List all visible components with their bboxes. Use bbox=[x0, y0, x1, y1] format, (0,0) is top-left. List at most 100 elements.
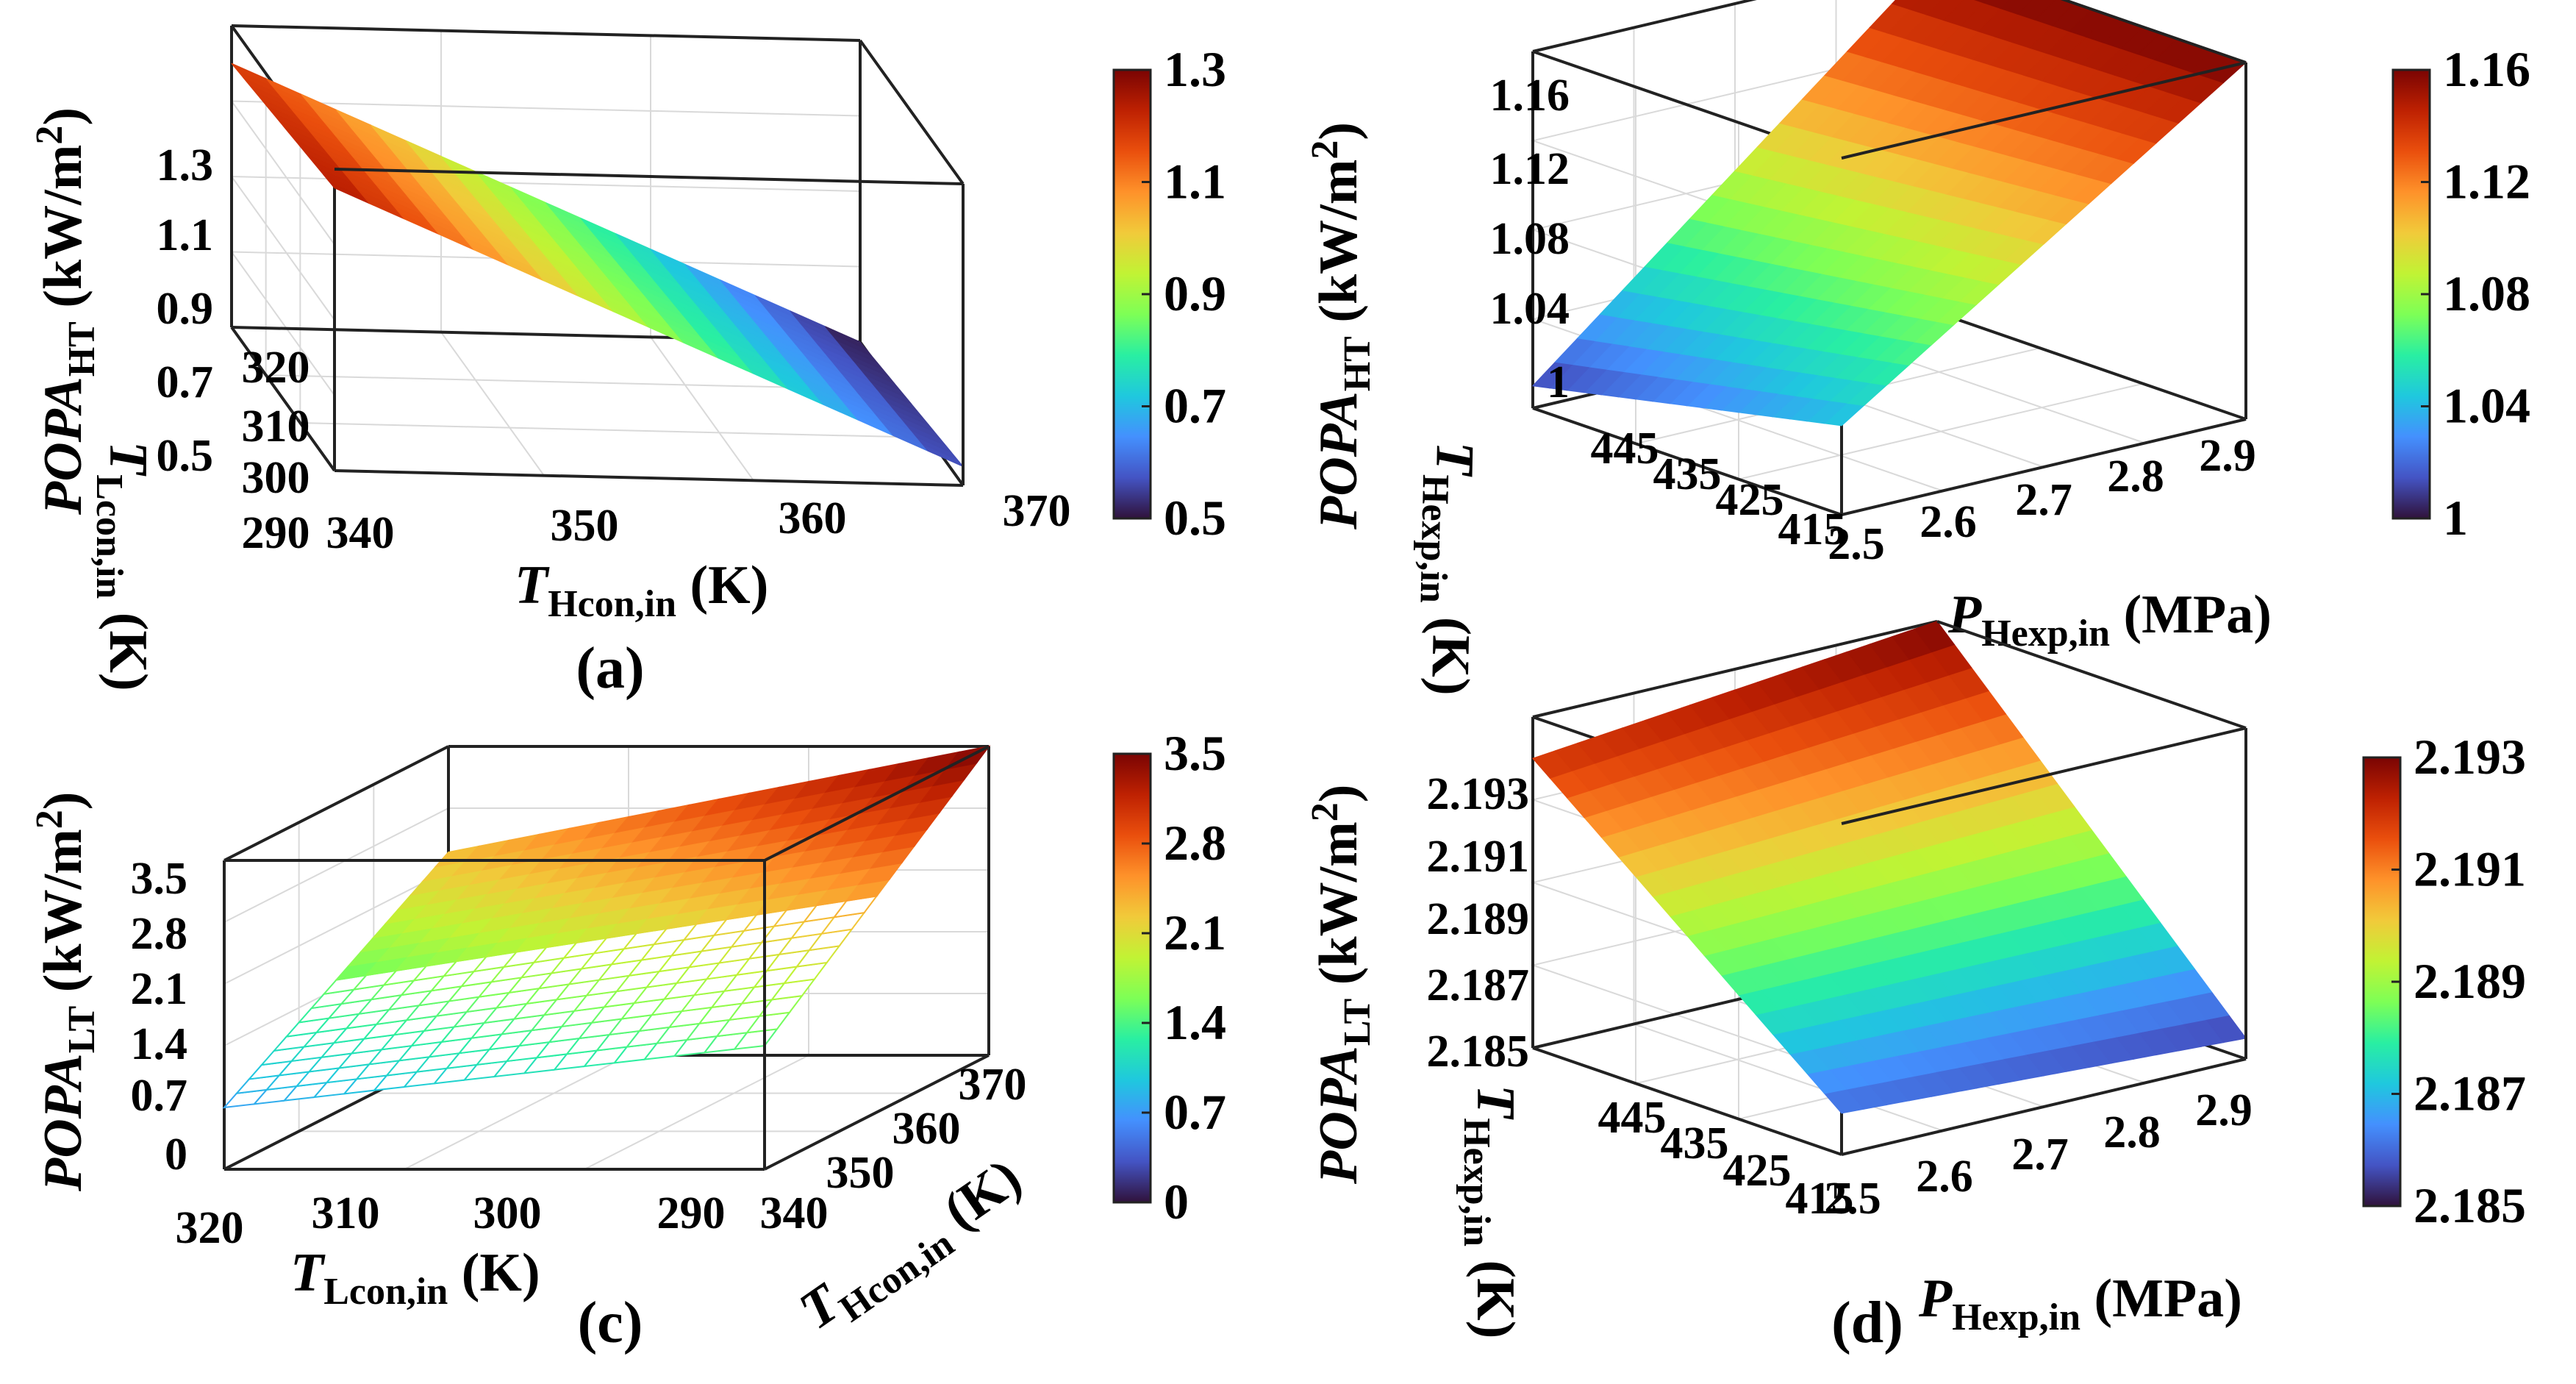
y-tick-label: 415 bbox=[1786, 1174, 1854, 1224]
x-axis-label: TLcon,in (K) bbox=[290, 1243, 540, 1313]
surface-patch bbox=[1974, 0, 1987, 4]
x-tick-label: 2.8 bbox=[2107, 452, 2164, 502]
z-tick-label: 1.16 bbox=[1490, 71, 1570, 121]
box-edge bbox=[1841, 418, 2247, 516]
box-edge bbox=[334, 168, 964, 185]
axis-box-front bbox=[334, 39, 965, 485]
z-axis-label: POPAHT (kW/m2) bbox=[1304, 122, 1378, 530]
z-tick-label: 1.04 bbox=[1490, 284, 1570, 334]
box-edge bbox=[223, 745, 449, 862]
x-axis-label: PHexp,in (MPa) bbox=[1918, 1269, 2242, 1338]
box-edge bbox=[1532, 407, 1842, 516]
x-tick-label: 2.7 bbox=[2011, 1130, 2069, 1180]
x-tick-label: 2.5 bbox=[1828, 519, 1885, 569]
x-tick-label: 360 bbox=[779, 493, 847, 543]
y-tick-label: 425 bbox=[1716, 475, 1784, 525]
z-tick-label: 2.191 bbox=[1427, 832, 1530, 882]
z-tick-label: 2.1 bbox=[131, 964, 188, 1014]
z-tick-label: 2.189 bbox=[1427, 894, 1530, 944]
colorbar-tick-label: 2.193 bbox=[2414, 729, 2526, 785]
z-tick-label: 1.4 bbox=[131, 1019, 188, 1069]
box-edge bbox=[1532, 620, 1938, 718]
y-tick-label: 310 bbox=[242, 402, 310, 452]
x-tick-label: 2.8 bbox=[2103, 1107, 2161, 1158]
z-tick-label: 2.187 bbox=[1427, 960, 1530, 1010]
panel-label: (a) bbox=[576, 636, 644, 701]
x-tick-label: 320 bbox=[176, 1203, 244, 1253]
panel-label: (c) bbox=[578, 1291, 643, 1355]
z-axis-label: POPAHT (kW/m2) bbox=[29, 107, 103, 516]
y-tick-label: 340 bbox=[760, 1188, 829, 1238]
z-tick-label: 3.5 bbox=[131, 854, 188, 904]
surface-patch bbox=[1942, 0, 1984, 26]
x-tick-label: 340 bbox=[326, 508, 395, 558]
z-tick-label: 1.12 bbox=[1490, 144, 1570, 194]
colorbar-tick-label: 0.9 bbox=[1164, 265, 1226, 321]
box-edge bbox=[1936, 620, 2247, 730]
colorbar-tick-label: 2.1 bbox=[1164, 905, 1226, 960]
y-tick-label: 445 bbox=[1591, 424, 1659, 474]
y-tick-label: 350 bbox=[826, 1148, 895, 1198]
colorbar-bar bbox=[2362, 756, 2402, 1208]
colorbar-tick-label: 1.3 bbox=[1164, 41, 1226, 97]
y-axis-label: THexp,in (K) bbox=[1456, 1085, 1525, 1338]
surface-patch bbox=[825, 326, 867, 349]
y-tick-label: 425 bbox=[1723, 1146, 1792, 1196]
x-tick-label: 290 bbox=[657, 1188, 726, 1238]
x-axis-label: PHexp,in (MPa) bbox=[1947, 585, 2272, 654]
colorbar-tick-label: 2.187 bbox=[2414, 1066, 2526, 1121]
colorbar-bar bbox=[1112, 752, 1152, 1204]
colorbar-tick-label: 0.7 bbox=[1164, 378, 1226, 434]
x-tick-label: 300 bbox=[473, 1188, 542, 1238]
z-tick-label: 0.5 bbox=[157, 431, 214, 481]
x-axis-label: THcon,in (K) bbox=[515, 555, 768, 625]
box-edge bbox=[764, 745, 990, 862]
surface-patch bbox=[1908, 0, 1942, 15]
colorbar-tick-label: 3.5 bbox=[1164, 725, 1226, 781]
colorbar-tick-label: 2.189 bbox=[2414, 953, 2526, 1009]
y-tick-label: 320 bbox=[242, 343, 310, 393]
x-tick-label: 2.7 bbox=[2015, 475, 2072, 525]
colorbar-tick-label: 1.12 bbox=[2443, 154, 2530, 210]
box-edge bbox=[230, 326, 336, 472]
colorbar: 0.5 0.7 0.9 1.1 1.3 bbox=[1112, 41, 1226, 546]
y-tick-label: 415 bbox=[1778, 504, 1847, 554]
box-edge bbox=[334, 469, 964, 487]
x-tick-label: 350 bbox=[551, 501, 619, 551]
z-tick-label: 0.9 bbox=[157, 284, 214, 334]
y-axis-label: THexp,in (K) bbox=[1410, 440, 1485, 696]
y-tick-label: 290 bbox=[242, 508, 310, 558]
x-tick-label: 370 bbox=[1003, 486, 1071, 536]
box-edge bbox=[1936, 311, 2247, 421]
surface bbox=[222, 745, 991, 1109]
colorbar: 0 0.7 1.4 2.1 2.8 3.5 bbox=[1112, 725, 1226, 1230]
box-edge bbox=[2060, 0, 2247, 64]
x-tick-label: 2.9 bbox=[2195, 1085, 2253, 1135]
y-tick-label: 435 bbox=[1661, 1119, 1729, 1169]
surface-patch bbox=[2033, 0, 2075, 26]
z-axis-label: POPALT (kW/m2) bbox=[29, 792, 103, 1192]
y-tick-label: 360 bbox=[892, 1104, 961, 1154]
z-tick-label: 1.3 bbox=[157, 140, 214, 190]
axis-box-front bbox=[224, 745, 990, 1169]
x-tick-label: 310 bbox=[312, 1188, 380, 1238]
surface bbox=[231, 63, 964, 467]
x-tick-label: 2.5 bbox=[1824, 1174, 1881, 1224]
colorbar-tick-label: 2.185 bbox=[2414, 1177, 2526, 1233]
panel-label: (d) bbox=[1831, 1291, 1903, 1355]
y-tick-label: 370 bbox=[959, 1060, 1027, 1110]
colorbar: 1 1.04 1.08 1.12 1.16 bbox=[2391, 41, 2530, 546]
surface bbox=[1531, 621, 2247, 1114]
y-tick-label: 445 bbox=[1598, 1093, 1667, 1143]
z-tick-label: 2.8 bbox=[131, 909, 188, 959]
y-tick-label: 300 bbox=[242, 453, 310, 503]
box-edge bbox=[764, 1054, 990, 1171]
colorbar-tick-label: 1 bbox=[2443, 490, 2468, 546]
colorbar-tick-label: 1.04 bbox=[2443, 378, 2530, 434]
colorbar-tick-label: 1.16 bbox=[2443, 41, 2530, 97]
surface-patch bbox=[1891, 0, 1919, 10]
box-edge bbox=[1532, 0, 1757, 53]
colorbar-tick-label: 2.191 bbox=[2414, 841, 2526, 897]
